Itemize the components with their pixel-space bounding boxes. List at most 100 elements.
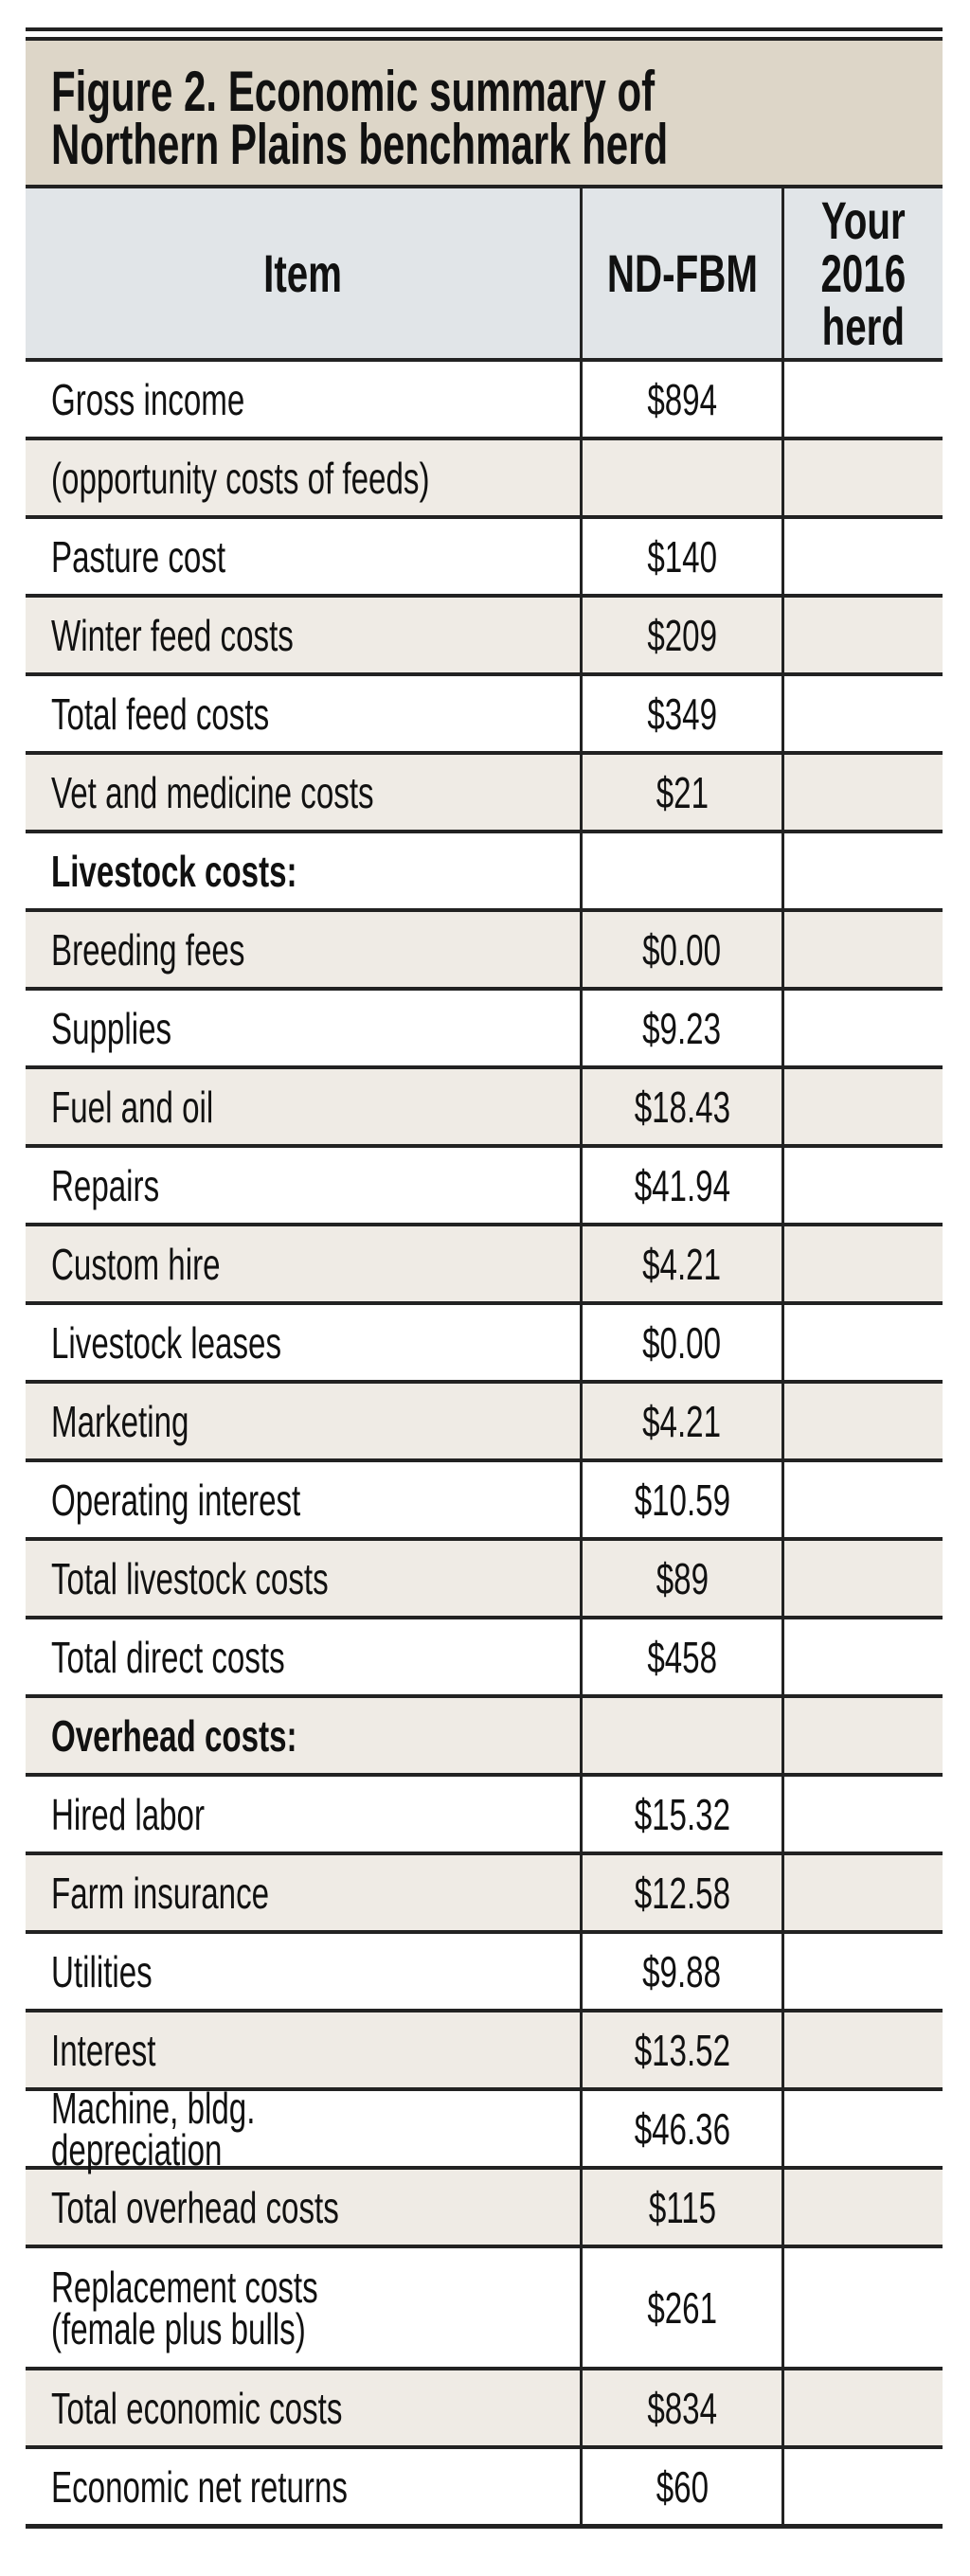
row-label: (opportunity costs of feeds): [26, 440, 583, 515]
row-label: Total direct costs: [26, 1619, 583, 1694]
row-nd-fbm-value: $41.94: [583, 1148, 784, 1223]
row-nd-fbm-value: $12.58: [583, 1855, 784, 1930]
bottom-rule: [26, 2524, 943, 2529]
row-label: Operating interest: [26, 1462, 583, 1537]
row-label: Repairs: [26, 1148, 583, 1223]
row-label: Total livestock costs: [26, 1541, 583, 1616]
row-your-herd-cell: [784, 1069, 943, 1144]
row-label: Breeding fees: [26, 912, 583, 987]
row-your-herd-cell: [784, 1698, 943, 1773]
row-your-herd-cell: [784, 676, 943, 751]
row-label: Interest: [26, 2012, 583, 2087]
table-row: (opportunity costs of feeds): [26, 437, 943, 515]
top-rule: [26, 27, 943, 31]
table-row: Pasture cost $140: [26, 515, 943, 594]
row-nd-fbm-value: $4.21: [583, 1384, 784, 1458]
row-nd-fbm-value: $115: [583, 2170, 784, 2245]
row-your-herd-cell: [784, 2091, 943, 2166]
row-nd-fbm-value: $834: [583, 2370, 784, 2445]
row-your-herd-cell: [784, 519, 943, 594]
table-row: Gross income $894: [26, 358, 943, 437]
row-nd-fbm-value: [583, 440, 784, 515]
figure-title-line-2: Northern Plains benchmark herd: [51, 113, 669, 176]
row-your-herd-cell: [784, 1934, 943, 2009]
row-nd-fbm-value: $60: [583, 2449, 784, 2524]
row-your-herd-cell: [784, 991, 943, 1065]
row-label: Fuel and oil: [26, 1069, 583, 1144]
row-your-herd-cell: [784, 1855, 943, 1930]
table-row: Farm insurance $12.58: [26, 1852, 943, 1930]
row-nd-fbm-value: $15.32: [583, 1777, 784, 1852]
row-label: Economic net returns: [26, 2449, 583, 2524]
table-row: Total direct costs $458: [26, 1616, 943, 1694]
row-your-herd-cell: [784, 1777, 943, 1852]
row-nd-fbm-value: [583, 833, 784, 908]
figure-title-line-1: Figure 2. Economic summary of: [51, 60, 656, 123]
row-your-herd-cell: [784, 1305, 943, 1380]
row-your-herd-cell: [784, 1462, 943, 1537]
table-row: Marketing $4.21: [26, 1380, 943, 1458]
row-nd-fbm-value: $209: [583, 598, 784, 672]
table-row: Vet and medicine costs $21: [26, 751, 943, 830]
row-nd-fbm-value: $13.52: [583, 2012, 784, 2087]
header-row: Item ND-FBM Your 2016 herd: [26, 185, 943, 358]
row-your-herd-cell: [784, 2170, 943, 2245]
row-nd-fbm-value: $18.43: [583, 1069, 784, 1144]
row-label: Farm insurance: [26, 1855, 583, 1930]
row-label: Replacement costs (female plus bulls): [26, 2248, 583, 2367]
row-nd-fbm-value: $349: [583, 676, 784, 751]
economic-summary-table: Figure 2. Economic summary of Northern P…: [26, 27, 943, 2529]
table-row: Supplies $9.23: [26, 987, 943, 1065]
row-nd-fbm-value: $21: [583, 755, 784, 830]
table-row: Hired labor $15.32: [26, 1773, 943, 1852]
header-nd-fbm: ND-FBM: [583, 188, 784, 358]
table-row: Fuel and oil $18.43: [26, 1065, 943, 1144]
table-row: Operating interest $10.59: [26, 1458, 943, 1537]
row-nd-fbm-value: $140: [583, 519, 784, 594]
row-nd-fbm-value: $0.00: [583, 1305, 784, 1380]
row-nd-fbm-value: $4.21: [583, 1226, 784, 1301]
row-label: Overhead costs:: [26, 1698, 583, 1773]
row-your-herd-cell: [784, 833, 943, 908]
table-row: Utilities $9.88: [26, 1930, 943, 2009]
row-your-herd-cell: [784, 755, 943, 830]
row-nd-fbm-value: $9.23: [583, 991, 784, 1065]
header-item: Item: [26, 188, 583, 358]
row-label: Utilities: [26, 1934, 583, 2009]
row-nd-fbm-value: $46.36: [583, 2091, 784, 2166]
row-label: Hired labor: [26, 1777, 583, 1852]
row-label: Total overhead costs: [26, 2170, 583, 2245]
row-your-herd-cell: [784, 2012, 943, 2087]
table-row: Repairs $41.94: [26, 1144, 943, 1223]
table-row: Total livestock costs $89: [26, 1537, 943, 1616]
row-your-herd-cell: [784, 2248, 943, 2367]
row-nd-fbm-value: $458: [583, 1619, 784, 1694]
row-nd-fbm-value: [583, 1698, 784, 1773]
table-row: Livestock costs:: [26, 830, 943, 908]
table-row: Breeding fees $0.00: [26, 908, 943, 987]
row-your-herd-cell: [784, 1541, 943, 1616]
table-row: Interest $13.52: [26, 2009, 943, 2087]
row-label: Vet and medicine costs: [26, 755, 583, 830]
row-nd-fbm-value: $894: [583, 362, 784, 437]
row-your-herd-cell: [784, 362, 943, 437]
row-nd-fbm-value: $0.00: [583, 912, 784, 987]
row-nd-fbm-value: $9.88: [583, 1934, 784, 2009]
row-label: Marketing: [26, 1384, 583, 1458]
table-row: Overhead costs:: [26, 1694, 943, 1773]
row-your-herd-cell: [784, 1148, 943, 1223]
table-row: Total feed costs $349: [26, 672, 943, 751]
row-nd-fbm-value: $10.59: [583, 1462, 784, 1537]
row-label: Pasture cost: [26, 519, 583, 594]
row-label: Total feed costs: [26, 676, 583, 751]
row-your-herd-cell: [784, 2370, 943, 2445]
row-label: Custom hire: [26, 1226, 583, 1301]
header-your-herd: Your 2016 herd: [820, 189, 907, 356]
table-body: Gross income $894 (opportunity costs of fe…: [26, 358, 943, 2524]
row-label: Machine, bldg. depreciation: [26, 2086, 583, 2172]
table-row: Total economic costs $834: [26, 2367, 943, 2445]
row-your-herd-cell: [784, 1619, 943, 1694]
row-label: Gross income: [26, 362, 583, 437]
row-your-herd-cell: [784, 1226, 943, 1301]
table-row: Livestock leases $0.00: [26, 1301, 943, 1380]
